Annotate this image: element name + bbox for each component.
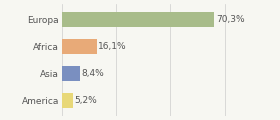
Bar — [62, 39, 97, 54]
Text: 16,1%: 16,1% — [98, 42, 127, 51]
Bar — [62, 93, 73, 108]
Text: 5,2%: 5,2% — [75, 96, 97, 105]
Bar — [62, 12, 214, 27]
Text: 70,3%: 70,3% — [216, 15, 245, 24]
Bar — [62, 66, 80, 81]
Text: 8,4%: 8,4% — [81, 69, 104, 78]
